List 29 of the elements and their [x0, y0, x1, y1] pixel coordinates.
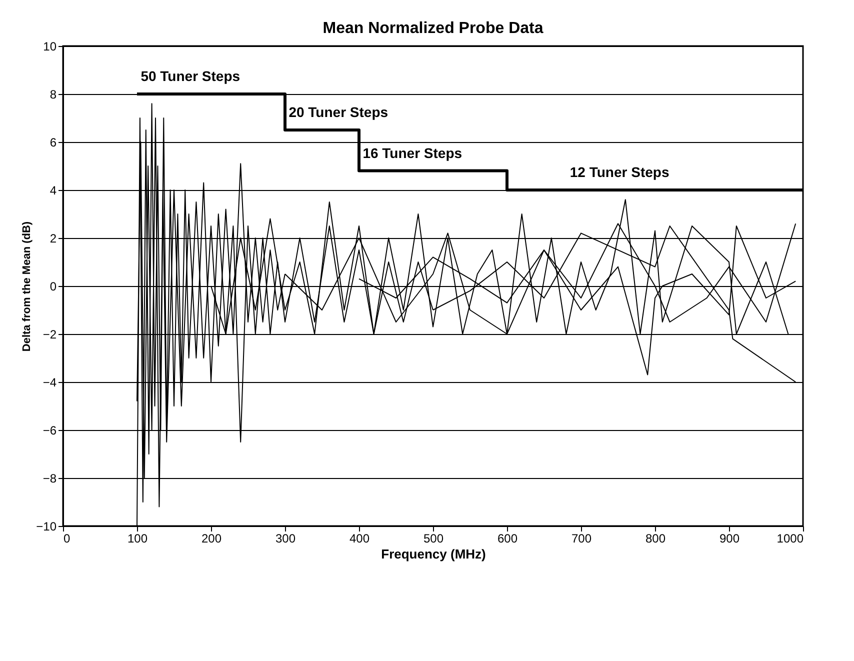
x-tick-label: 1000	[776, 532, 804, 546]
x-tick-label: 100	[127, 532, 148, 546]
annotation: 12 Tuner Steps	[570, 164, 670, 180]
x-tick-label: 800	[645, 532, 666, 546]
y-tick-label: −4	[42, 376, 57, 390]
annotation: 20 Tuner Steps	[288, 104, 388, 120]
annotation: 16 Tuner Steps	[362, 144, 462, 161]
x-tick-label: 500	[423, 532, 444, 546]
x-tick-label: 400	[349, 532, 370, 546]
y-tick-label: 10	[43, 40, 57, 54]
y-tick-label: 0	[50, 280, 57, 294]
x-tick-label: 200	[201, 532, 222, 546]
y-tick-label: 2	[50, 232, 57, 246]
y-tick-label: 8	[50, 88, 57, 102]
x-tick-label: 600	[497, 532, 518, 546]
x-tick-label: 300	[275, 532, 296, 546]
y-tick-label: −6	[42, 424, 57, 438]
chart-title: Mean Normalized Probe Data	[322, 20, 544, 37]
x-axis-title: Frequency (MHz)	[381, 546, 486, 562]
y-axis-title: Delta from the Mean (dB)	[21, 221, 34, 352]
annotation: 50 Tuner Steps	[140, 68, 240, 84]
y-tick-label: −10	[36, 520, 57, 534]
x-tick-label: 900	[719, 532, 740, 546]
y-tick-label: −2	[42, 328, 57, 342]
y-tick-label: 6	[50, 136, 57, 150]
y-tick-label: −8	[42, 472, 57, 486]
x-tick-label: 700	[571, 532, 592, 546]
x-tick-label: 0	[64, 532, 70, 546]
y-tick-label: 4	[50, 184, 57, 198]
